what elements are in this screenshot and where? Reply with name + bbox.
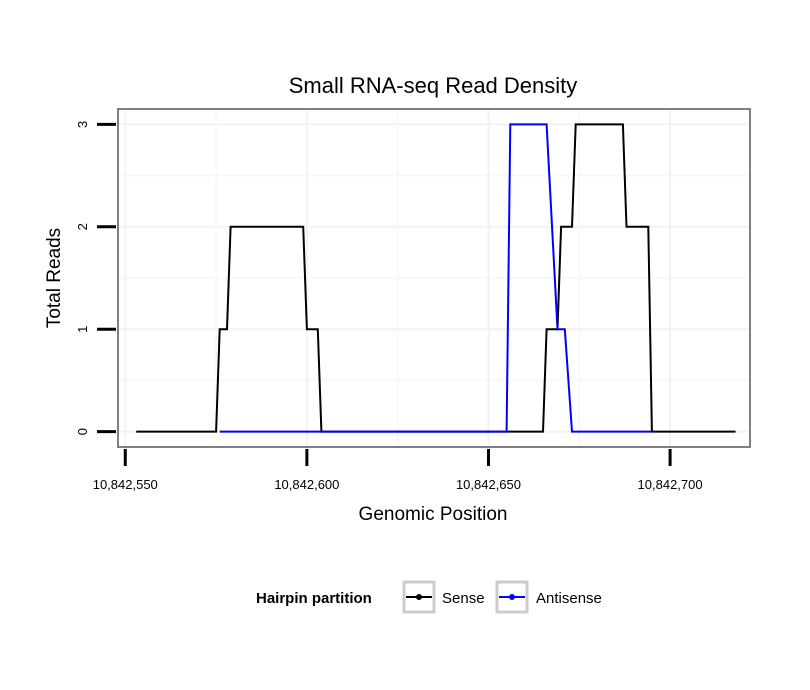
legend: Hairpin partition Sense Antisense bbox=[256, 580, 602, 614]
y-axis: 0 1 2 3 bbox=[75, 121, 116, 435]
y-axis-title: Total Reads bbox=[44, 228, 65, 328]
x-tick-label: 10,842,600 bbox=[274, 477, 339, 492]
legend-label-antisense: Antisense bbox=[536, 590, 602, 607]
legend-key-antisense-point bbox=[509, 594, 515, 600]
x-tick-label: 10,842,700 bbox=[638, 477, 703, 492]
series-line-antisense bbox=[219, 123, 652, 433]
y-tick-label: 2 bbox=[75, 223, 90, 230]
x-tick-label: 10,842,550 bbox=[93, 477, 158, 492]
x-axis-title: Genomic Position bbox=[359, 504, 508, 525]
chart-title: Small RNA-seq Read Density bbox=[289, 73, 578, 98]
y-tick-label: 3 bbox=[75, 121, 90, 128]
plot-panel-border bbox=[117, 108, 751, 448]
legend-key-sense-point bbox=[416, 594, 422, 600]
legend-key-antisense bbox=[495, 580, 529, 614]
series-line-sense bbox=[136, 123, 736, 433]
legend-title: Hairpin partition bbox=[256, 590, 372, 607]
y-tick-label: 0 bbox=[75, 428, 90, 435]
series-layer bbox=[136, 123, 736, 433]
legend-label-sense: Sense bbox=[442, 590, 485, 607]
y-tick-label: 1 bbox=[75, 326, 90, 333]
x-tick-label: 10,842,650 bbox=[456, 477, 521, 492]
x-axis: 10,842,550 10,842,600 10,842,650 10,842,700 bbox=[93, 449, 703, 492]
